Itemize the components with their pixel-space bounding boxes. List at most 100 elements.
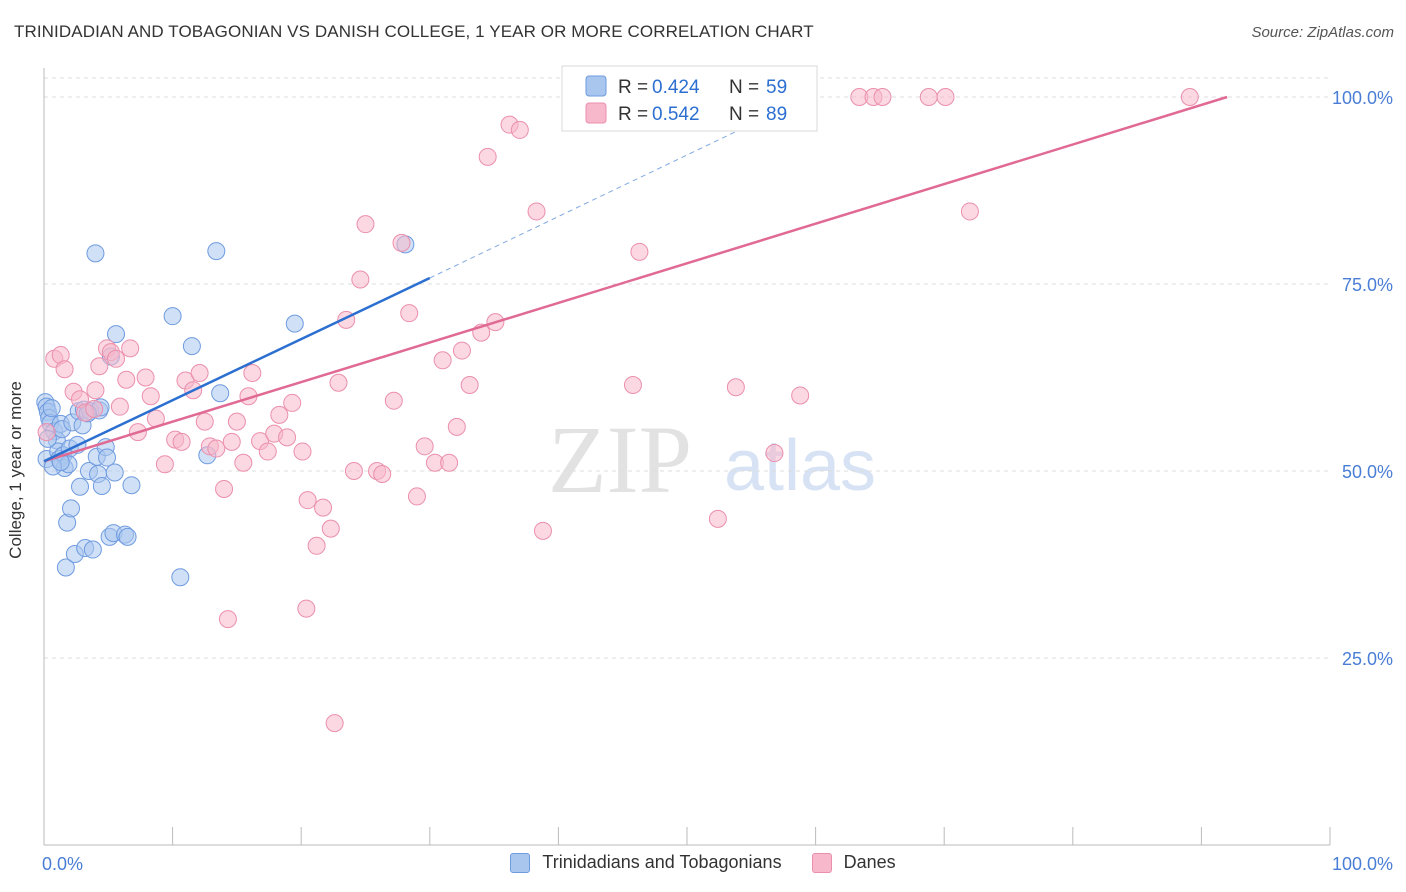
data-point-danes bbox=[86, 381, 105, 400]
legend-item-danes[interactable]: Danes bbox=[811, 852, 896, 873]
data-point-trinidadians bbox=[118, 527, 137, 546]
data-point-danes bbox=[329, 373, 348, 392]
legend-r-value-1: 0.424 bbox=[652, 77, 700, 98]
data-point-danes bbox=[321, 519, 340, 538]
data-point-danes bbox=[527, 202, 546, 221]
data-point-danes bbox=[172, 432, 191, 451]
data-point-danes bbox=[314, 498, 333, 517]
data-point-danes bbox=[765, 444, 784, 463]
legend-r-label-1: R = bbox=[618, 77, 648, 98]
data-point-danes bbox=[960, 202, 979, 221]
data-point-trinidadians bbox=[163, 307, 182, 326]
data-point-danes bbox=[452, 341, 471, 360]
data-point-danes bbox=[1180, 88, 1199, 106]
trend-lines bbox=[43, 95, 1228, 463]
data-point-danes bbox=[533, 521, 552, 540]
data-point-danes bbox=[351, 270, 370, 289]
legend-item-trinidadians[interactable]: Trinidadians and Tobagonians bbox=[510, 852, 782, 873]
data-point-danes bbox=[278, 428, 297, 447]
data-point-trinidadians bbox=[62, 499, 81, 518]
data-point-trinidadians bbox=[86, 244, 105, 263]
data-point-danes bbox=[307, 536, 326, 555]
legend-r-value-2: 0.542 bbox=[652, 104, 700, 125]
data-point-danes bbox=[791, 386, 810, 405]
data-point-danes bbox=[344, 462, 363, 480]
legend-swatch-danes bbox=[811, 852, 832, 873]
y-tick-label: 25.0% bbox=[1342, 649, 1393, 669]
tick-labels: 25.0% 50.0% 75.0% 100.0% 0.0% 100.0% bbox=[42, 88, 1393, 874]
legend-n-value-1: 59 bbox=[766, 77, 787, 98]
data-point-danes bbox=[726, 378, 745, 397]
legend-swatch-trinidadians bbox=[510, 852, 531, 873]
data-point-danes bbox=[195, 412, 214, 431]
data-point-danes bbox=[400, 304, 419, 323]
legend-n-value-2: 89 bbox=[766, 104, 787, 125]
data-point-danes bbox=[234, 453, 253, 472]
data-point-danes bbox=[117, 370, 136, 389]
data-point-danes bbox=[298, 491, 317, 510]
data-point-danes bbox=[297, 599, 316, 618]
data-point-danes bbox=[136, 368, 155, 387]
data-point-danes bbox=[708, 509, 727, 528]
watermark-atlas: atlas bbox=[724, 426, 876, 506]
data-point-danes bbox=[218, 610, 237, 629]
data-point-trinidadians bbox=[98, 448, 117, 467]
data-point-trinidadians bbox=[207, 242, 226, 261]
legend-label-danes: Danes bbox=[843, 852, 896, 872]
data-point-trinidadians bbox=[92, 476, 111, 495]
legend-bottom: Trinidadians and Tobagonians Danes bbox=[0, 852, 1406, 873]
data-point-danes bbox=[447, 417, 466, 436]
data-point-danes bbox=[919, 88, 938, 106]
data-point-danes bbox=[270, 405, 289, 424]
data-point-danes bbox=[478, 147, 497, 166]
y-tick-label: 100.0% bbox=[1332, 88, 1393, 108]
x-tick-label: 100.0% bbox=[1332, 854, 1393, 874]
legend-swatch-blue bbox=[585, 75, 607, 97]
source-label: Source: ZipAtlas.com bbox=[1251, 24, 1394, 41]
data-point-danes bbox=[433, 351, 452, 370]
data-point-danes bbox=[141, 387, 160, 406]
data-point-danes bbox=[107, 349, 126, 368]
data-point-danes bbox=[207, 439, 226, 458]
data-point-trinidadians bbox=[182, 337, 201, 356]
data-point-danes bbox=[155, 455, 174, 474]
watermark-zip: ZIP bbox=[548, 406, 692, 513]
legend-top: R = 0.424 N = 59 R = 0.542 N = 89 bbox=[561, 65, 818, 132]
data-point-danes bbox=[283, 393, 302, 412]
data-point-danes bbox=[623, 375, 642, 394]
data-point-trinidadians bbox=[56, 558, 75, 577]
data-point-danes bbox=[121, 339, 140, 358]
legend-label-trinidadians: Trinidadians and Tobagonians bbox=[542, 852, 782, 872]
data-point-danes bbox=[873, 88, 892, 106]
data-point-danes bbox=[384, 391, 403, 410]
data-point-trinidadians bbox=[107, 325, 126, 344]
legend-r-label-2: R = bbox=[618, 104, 648, 125]
data-point-danes bbox=[258, 442, 277, 461]
data-point-danes bbox=[110, 397, 129, 416]
data-point-danes bbox=[630, 242, 649, 261]
data-point-trinidadians bbox=[71, 477, 90, 496]
data-point-danes bbox=[415, 437, 434, 456]
legend-swatch-pink bbox=[585, 102, 607, 124]
data-point-danes bbox=[407, 487, 426, 506]
chart-title: TRINIDADIAN AND TOBAGONIAN VS DANISH COL… bbox=[14, 22, 814, 41]
data-point-danes bbox=[90, 357, 109, 376]
data-point-trinidadians bbox=[211, 384, 230, 403]
data-point-danes bbox=[215, 479, 234, 498]
data-point-trinidadians bbox=[42, 399, 61, 418]
data-point-danes bbox=[325, 714, 344, 733]
y-tick-label: 50.0% bbox=[1342, 462, 1393, 482]
data-point-danes bbox=[392, 233, 411, 252]
legend-n-label-2: N = bbox=[729, 104, 759, 125]
y-axis-label: College, 1 year or more bbox=[6, 381, 25, 559]
data-point-danes bbox=[936, 88, 955, 106]
data-point-danes bbox=[356, 215, 375, 234]
data-point-danes bbox=[222, 432, 241, 451]
data-point-danes bbox=[460, 375, 479, 394]
data-point-trinidadians bbox=[83, 540, 102, 559]
data-point-danes bbox=[293, 442, 312, 461]
data-point-danes bbox=[190, 364, 209, 383]
x-tick-label: 0.0% bbox=[42, 854, 83, 874]
data-point-trinidadians bbox=[122, 476, 141, 495]
